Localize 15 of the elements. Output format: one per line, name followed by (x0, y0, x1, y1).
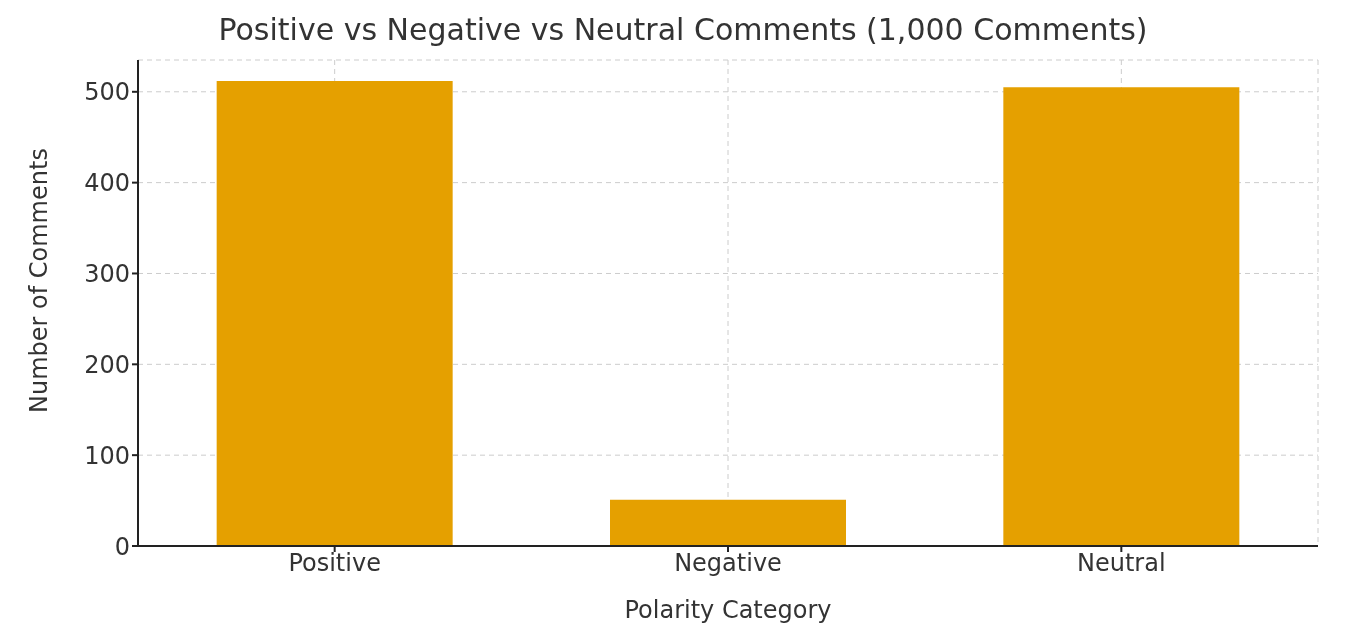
x-tick-label: Negative (674, 549, 782, 578)
x-axis-title: Polarity Category (624, 596, 832, 624)
x-tick-label: Neutral (1077, 549, 1166, 578)
y-tick-label: 400 (84, 169, 130, 198)
bar (216, 80, 453, 546)
y-tick-label: 0 (114, 532, 130, 561)
y-tick-label: 100 (84, 441, 130, 470)
chart-title: Positive vs Negative vs Neutral Comments (1,000 Comments) (217, 11, 1149, 49)
bar (1003, 87, 1240, 546)
y-tick-label: 300 (84, 260, 130, 288)
x-tick-label: Positive (288, 549, 381, 578)
y-tick-label: 200 (84, 350, 130, 379)
y-axis-title: Number of Comments (24, 148, 53, 413)
y-tick-label: 500 (84, 78, 130, 107)
bar (610, 499, 846, 546)
